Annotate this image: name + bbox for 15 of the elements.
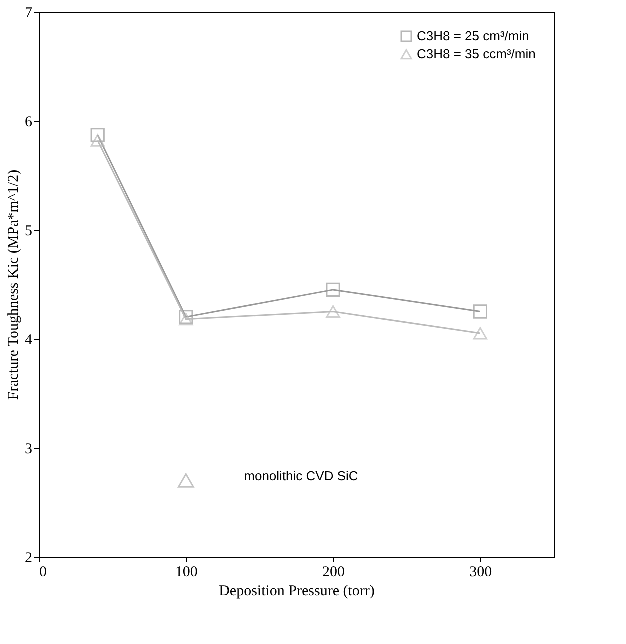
y-tick-label: 4 — [25, 332, 33, 348]
x-tick-label: 100 — [175, 564, 198, 580]
y-axis-title: Fracture Toughness Kic (MPa*m^1/2) — [6, 170, 22, 400]
annotation: monolithic CVD SiC — [244, 468, 358, 484]
y-tick-label: 2 — [25, 550, 32, 566]
y-tick-label: 5 — [25, 224, 32, 240]
y-tick-label: 3 — [25, 442, 32, 458]
x-tick-label: 300 — [470, 564, 492, 580]
y-tick-label: 7 — [25, 6, 33, 22]
x-tick-label: 200 — [322, 564, 346, 580]
legend-label: C3H8 = 25 cm³/min — [417, 28, 530, 44]
y-tick-label: 6 — [25, 114, 33, 130]
legend-label: C3H8 = 35 ccm³/min — [417, 46, 536, 62]
x-tick-label: 0 — [40, 564, 47, 580]
x-axis-title: Deposition Pressure (torr) — [219, 584, 375, 600]
